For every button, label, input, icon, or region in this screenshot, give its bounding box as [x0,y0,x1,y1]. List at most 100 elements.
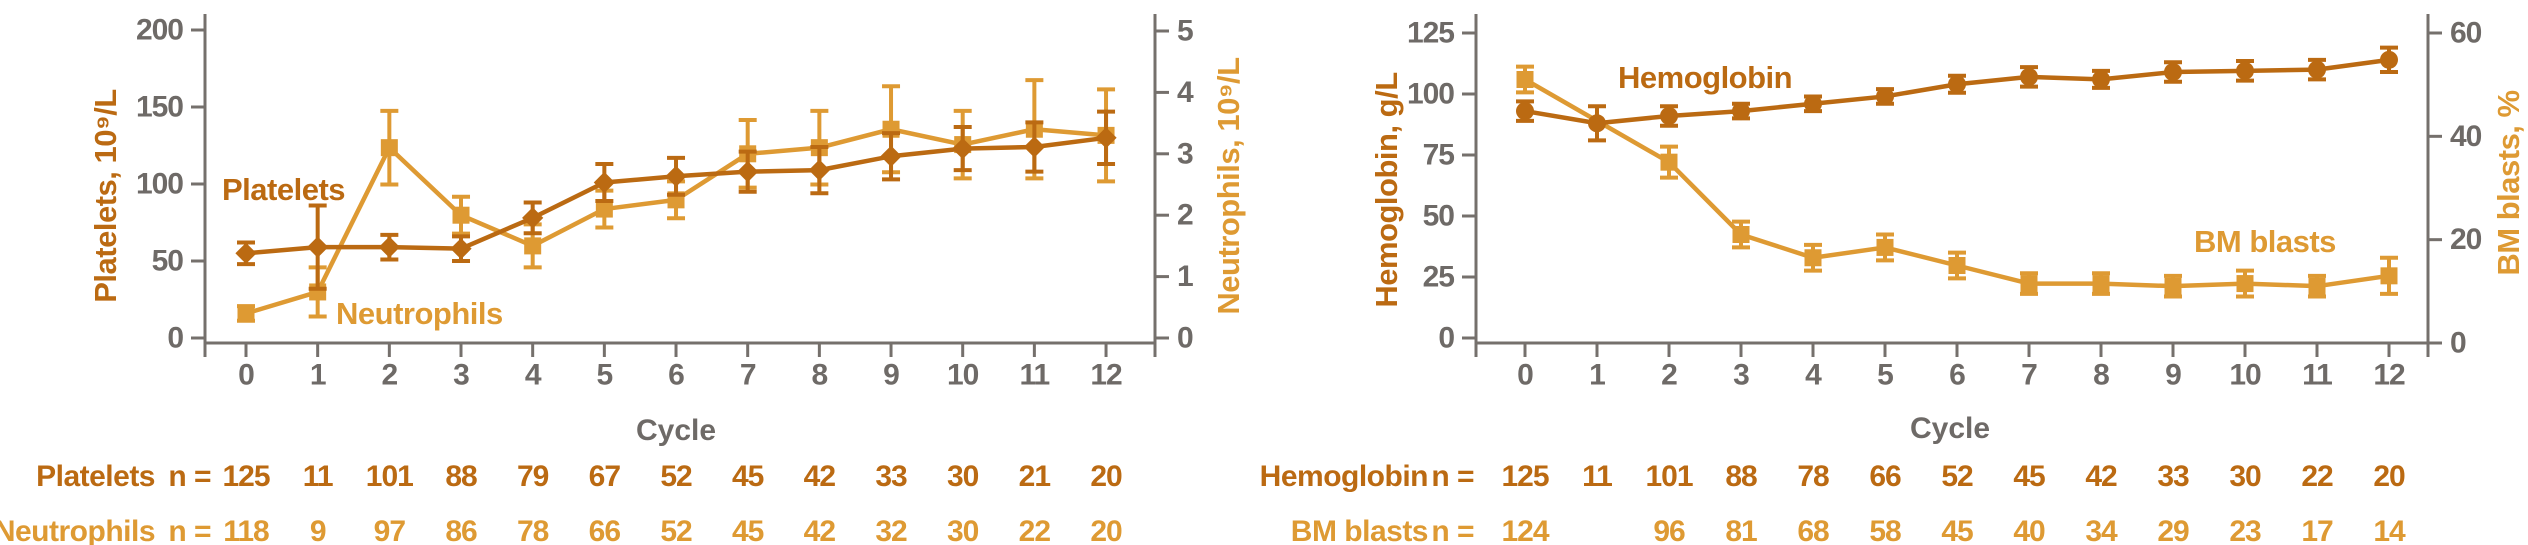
n-value: 45 [2013,460,2045,493]
n-value: 33 [2157,460,2189,493]
series-line [1522,77,2392,289]
y-tick-label-left: 25 [1423,261,1455,294]
n-value: 78 [1797,460,1829,493]
n-value: 125 [1501,460,1549,493]
x-tick-label: 8 [812,359,828,392]
marker [1732,102,1750,121]
y-tick-label-right: 1 [1177,260,1193,293]
marker [2236,61,2254,80]
series-hemoglobin [1516,45,2398,143]
bm-blasts-series-label: BM blasts [2194,224,2336,259]
y-tick-label-right: 4 [1177,76,1194,109]
x-tick-label: 1 [310,359,326,392]
platelets-n-row-label: Platelets [36,460,155,493]
left-chart-right-axis-title: Neutrophils, 10⁹/L [1211,57,1246,315]
y-tick-label-left: 100 [136,168,183,201]
n-value: 125 [222,460,270,493]
marker [522,207,544,229]
marker [2308,277,2326,295]
n-value: 124 [1501,515,1549,545]
x-tick-label: 5 [1877,359,1893,392]
y-tick-label-left: 125 [1407,17,1454,50]
y-tick-label-left: 50 [1423,200,1455,233]
marker [237,304,255,322]
marker [1876,87,1894,106]
x-tick-label: 8 [2093,359,2109,392]
marker [2164,277,2182,295]
marker [2380,50,2398,69]
y-tick-label-left: 0 [1438,322,1454,355]
left-chart-left-axis-title: Platelets, 10⁹/L [88,89,123,303]
x-tick-label: 10 [947,359,979,392]
n-value: 32 [875,515,907,545]
x-tick-label: 10 [2229,359,2261,392]
y-tick-label-left: 75 [1423,139,1455,172]
marker [1023,136,1045,158]
marker [1948,75,1966,94]
n-value: 45 [732,460,764,493]
n-value: 58 [1869,515,1901,545]
marker [1948,257,1966,274]
marker [1804,94,1822,113]
hemoglobin-n-eq: n = [1431,460,1474,493]
marker [808,159,830,181]
n-value: 88 [1725,460,1757,493]
n-value: 20 [2373,460,2405,493]
marker [593,171,615,194]
marker [737,161,759,183]
neutrophils-n-eq: n = [168,515,211,545]
n-value: 14 [2373,515,2405,545]
marker [2020,67,2038,86]
n-value: 42 [803,515,836,545]
y-tick-label-right: 0 [2450,327,2466,360]
n-value: 17 [2301,515,2333,545]
y-tick-label-left: 150 [136,91,183,124]
series-bm-blasts [1516,64,2398,299]
marker [2092,275,2110,293]
n-value: 23 [2229,515,2261,545]
n-value: 66 [588,515,621,545]
marker [2020,275,2038,293]
n-value: 96 [1653,515,1685,545]
y-tick-label-right: 40 [2450,120,2482,153]
x-tick-label: 1 [1589,359,1605,392]
left-chart-x-axis-title: Cycle [635,414,717,447]
n-value: 52 [660,460,692,493]
n-value: 21 [1018,460,1051,493]
marker [2308,60,2326,79]
x-tick-label: 6 [668,359,684,392]
x-tick-label: 11 [1020,359,1050,392]
n-value: 42 [803,460,836,493]
x-tick-label: 3 [453,359,469,392]
x-tick-label: 11 [2302,359,2332,392]
marker [235,242,257,264]
right-chart-x-axis-title: Cycle [1909,412,1991,445]
marker [2380,267,2398,285]
x-tick-label: 7 [2021,359,2037,392]
x-tick-label: 0 [238,359,254,392]
bm-blasts-n-row-label: BM blasts [1290,515,1429,545]
n-value: 22 [2301,460,2333,493]
n-value: 52 [1941,460,1973,493]
n-value: 20 [1090,515,1122,545]
marker [1516,102,1534,121]
y-tick-label-left: 100 [1407,78,1454,111]
n-value: 88 [445,460,477,493]
x-tick-label: 9 [883,359,899,392]
x-tick-label: 5 [597,359,613,392]
x-tick-label: 3 [1733,359,1749,392]
marker [307,236,329,258]
marker [2092,70,2110,89]
platelets-series-label: Platelets [222,172,346,207]
n-value: 67 [588,460,621,493]
marker [380,139,398,157]
x-tick-label: 6 [1949,359,1965,392]
n-value: 45 [732,515,764,545]
x-tick-label: 0 [1517,359,1533,392]
n-value: 66 [1869,460,1901,493]
x-tick-label: 4 [1805,359,1822,392]
n-value: 30 [2229,460,2261,493]
marker [378,236,400,258]
